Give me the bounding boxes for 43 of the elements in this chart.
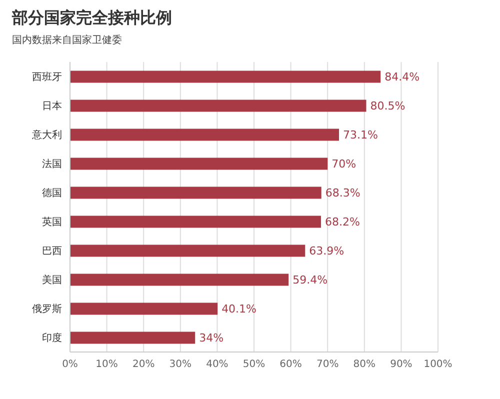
x-tick-label: 70% — [316, 359, 339, 370]
data-label: 80.5% — [370, 100, 406, 113]
bar — [70, 70, 381, 83]
y-tick-label: 巴西 — [42, 246, 62, 258]
y-tick-label: 美国 — [42, 274, 62, 286]
bar — [70, 128, 340, 141]
data-label: 70% — [332, 158, 356, 171]
data-label: 68.2% — [324, 216, 360, 229]
data-label: 63.9% — [309, 244, 344, 258]
y-tick-label: 英国 — [42, 216, 62, 228]
x-tick-label: 100% — [424, 359, 452, 370]
x-tick-label: 20% — [132, 359, 155, 370]
chart-subtitle: 国内数据来自国家卫健委 — [12, 34, 123, 47]
bar — [70, 274, 289, 286]
x-tick-label: 0% — [62, 359, 78, 370]
bar — [70, 158, 328, 170]
y-tick-label: 印度 — [42, 332, 62, 344]
y-tick-label: 日本 — [42, 100, 62, 112]
x-tick-label: 10% — [96, 359, 118, 370]
data-label: 59.4% — [292, 274, 328, 287]
data-label: 40.1% — [222, 302, 257, 316]
chart-title: 部分国家完全接种比例 — [12, 8, 173, 29]
data-label: 34% — [199, 332, 224, 345]
x-tick-label: 30% — [169, 359, 192, 370]
x-tick-label: 40% — [206, 359, 228, 370]
bar — [70, 332, 196, 344]
data-label: 73.1% — [343, 128, 378, 142]
bar — [70, 216, 321, 228]
y-tick-label: 西班牙 — [32, 71, 62, 84]
y-tick-label: 意大利 — [31, 129, 62, 142]
y-tick-label: 德国 — [42, 188, 62, 200]
bar — [70, 186, 322, 199]
y-tick-label: 法国 — [42, 158, 62, 170]
y-tick-label: 俄罗斯 — [32, 303, 62, 316]
data-label: 68.3% — [325, 186, 360, 200]
data-label: 84.4% — [384, 70, 420, 84]
bar — [70, 244, 306, 257]
bar — [70, 302, 218, 315]
x-tick-label: 80% — [353, 359, 376, 370]
x-tick-label: 90% — [390, 359, 412, 370]
x-tick-label: 50% — [242, 359, 266, 370]
bar — [70, 100, 366, 112]
x-tick-label: 60% — [280, 359, 302, 370]
